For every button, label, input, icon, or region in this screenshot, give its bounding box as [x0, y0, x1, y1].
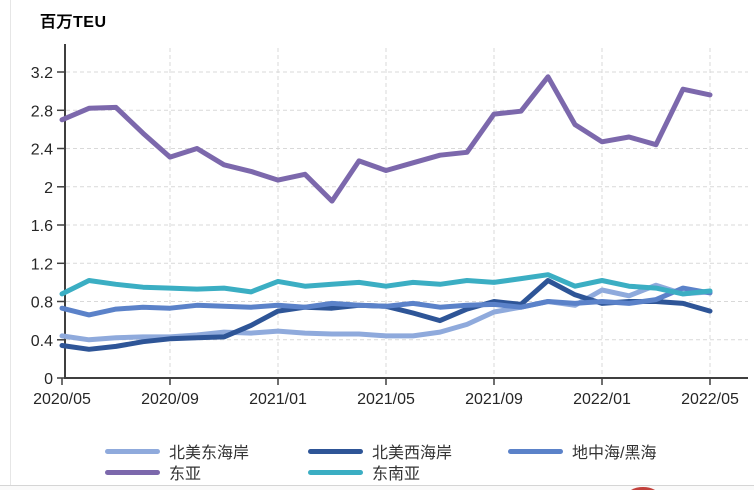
legend-item-na-east-coast: 北美东海岸	[105, 441, 250, 462]
legend-label: 东南亚	[372, 466, 421, 483]
series-line-med-black-sea	[59, 285, 713, 318]
legend-swatch-southeast-asia	[308, 469, 363, 475]
y-tick-label: 0.4	[31, 333, 53, 350]
legend-label: 东亚	[169, 466, 202, 483]
x-tick-label: 2021/09	[465, 391, 523, 408]
y-tick-label: 0.8	[31, 295, 53, 312]
legend-item-med-black-sea: 地中海/黑海	[508, 441, 657, 462]
series-line-east-asia	[59, 74, 713, 204]
legend-item-southeast-asia: 东南亚	[308, 462, 421, 483]
legend-swatch-east-asia	[105, 469, 160, 475]
y-tick-label: 0	[44, 371, 53, 388]
panel-edge-line	[10, 0, 11, 486]
x-tick-label: 2020/09	[141, 391, 199, 408]
series-line-southeast-asia	[59, 272, 713, 297]
y-axis-unit-label: 百万TEU	[40, 14, 107, 31]
y-tick-label: 2.4	[31, 142, 53, 159]
line-chart: 0 0.4 0.8 1.2 1.6 2 2.4 2.8 3.2 2020/05 2020/09 202…	[31, 44, 748, 408]
x-tick-label: 2022/01	[573, 391, 631, 408]
red-logo-badge	[627, 487, 659, 490]
legend-swatch-med-black-sea	[508, 448, 563, 454]
axes	[64, 44, 748, 379]
x-tick-label: 2020/05	[33, 391, 91, 408]
x-tick-label: 2021/01	[249, 391, 307, 408]
legend-label: 北美西海岸	[372, 445, 453, 462]
y-tick-label: 1.2	[31, 256, 53, 273]
x-tick-label: 2022/05	[681, 391, 739, 408]
y-tick-label: 3.2	[31, 65, 53, 82]
y-tick-label: 2	[44, 180, 53, 197]
legend-label: 北美东海岸	[169, 445, 250, 462]
legend-item-na-west-coast: 北美西海岸	[308, 441, 453, 462]
legend-swatch-na-west-coast	[308, 448, 363, 454]
bottom-divider	[0, 485, 754, 490]
y-tick-label: 2.8	[31, 103, 53, 120]
x-tick-label: 2021/05	[357, 391, 415, 408]
legend-item-east-asia: 东亚	[105, 462, 202, 483]
legend-label: 地中海/黑海	[572, 445, 657, 462]
legend-swatch-na-east-coast	[105, 448, 160, 454]
y-tick-label: 1.6	[31, 218, 53, 235]
